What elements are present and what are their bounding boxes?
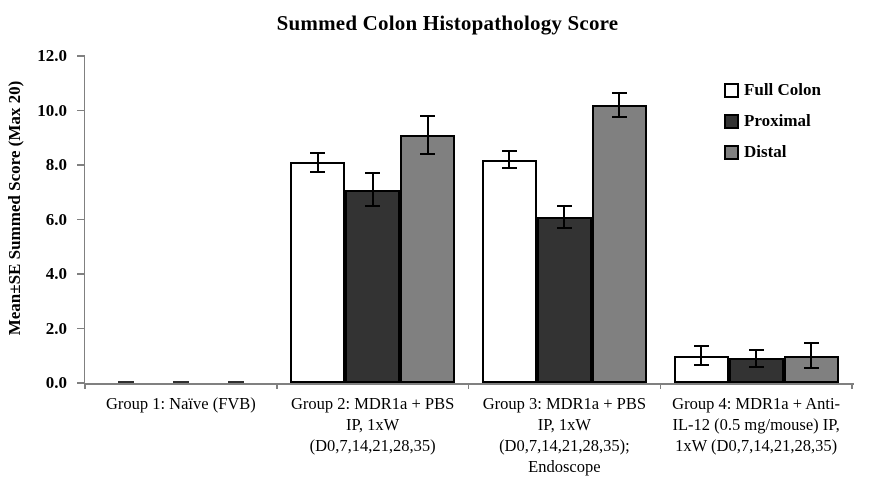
x-category-label: Group 2: MDR1a + PBS IP, 1xW (D0,7,14,21,2… — [271, 393, 475, 456]
x-category-label-line: IP, 1xW — [346, 415, 400, 434]
y-tick-label: 2.0 — [45, 318, 67, 338]
x-category-label-line: IP, 1xW — [537, 415, 591, 434]
x-tick — [84, 383, 86, 389]
error-bar-line — [563, 205, 566, 228]
y-tick-label: 0.0 — [45, 373, 67, 392]
legend-swatch — [724, 113, 739, 129]
error-bar-cap — [420, 153, 436, 156]
bar — [481, 159, 537, 383]
legend-item: Full Colon — [724, 80, 821, 100]
x-tick — [276, 383, 278, 389]
zero-bar-dash — [117, 381, 134, 383]
bar — [591, 105, 647, 383]
y-tick — [77, 382, 85, 384]
x-category-label: Group 3: MDR1a + PBS IP, 1xW (D0,7,14,21,2… — [462, 393, 666, 477]
bar — [400, 135, 456, 383]
error-bar-line — [810, 343, 813, 368]
chart-title: Summed Colon Histopathology Score — [276, 11, 619, 35]
x-category-label-line: Group 2: MDR1a + PBS — [290, 394, 455, 413]
error-bar-cap — [803, 342, 819, 345]
y-tick — [77, 55, 85, 57]
y-tick — [77, 273, 85, 275]
error-bar-cap — [556, 226, 572, 229]
y-tick — [77, 218, 85, 221]
error-bar-cap — [611, 116, 627, 119]
error-bar-line — [508, 151, 511, 168]
legend: Full Colon Proximal Distal — [724, 80, 821, 173]
x-category-label-line: (D0,7,14,21,28,35); — [499, 436, 630, 455]
x-tick — [851, 383, 853, 389]
x-category-label-line: Endoscope — [528, 457, 601, 476]
y-tick-label: 12.0 — [37, 46, 67, 65]
legend-label: Distal — [744, 142, 787, 161]
y-tick-label: 4.0 — [45, 264, 67, 283]
zero-bar-dash — [227, 381, 244, 383]
x-category-label-line: Group 3: MDR1a + PBS — [482, 394, 647, 413]
legend-swatch — [724, 144, 739, 160]
x-category-label-line: Group 4: MDR1a + Anti- — [672, 394, 841, 413]
error-bar-line — [700, 346, 703, 366]
x-category-label: Group 4: MDR1a + Anti- IL-12 (0.5 mg/mous… — [654, 393, 858, 456]
error-bar-cap — [501, 150, 517, 153]
legend-swatch — [724, 82, 739, 98]
legend-item: Proximal — [724, 111, 821, 131]
error-bar-cap — [693, 364, 709, 367]
x-tick — [467, 383, 470, 389]
error-bar-line — [755, 350, 758, 367]
y-tick — [77, 164, 85, 166]
legend-label: Proximal — [744, 111, 811, 130]
error-bar-cap — [748, 349, 764, 352]
bar — [536, 216, 592, 383]
y-tick-label: 8.0 — [45, 155, 67, 174]
error-bar-line — [371, 173, 374, 206]
error-bar-cap — [501, 166, 517, 169]
zero-bar-dash — [172, 381, 189, 383]
error-bar-cap — [365, 204, 381, 207]
error-bar-cap — [748, 365, 764, 368]
error-bar-line — [426, 115, 429, 155]
y-tick-label: 6.0 — [45, 209, 67, 229]
error-bar-cap — [310, 170, 326, 173]
error-bar-line — [618, 92, 621, 118]
legend-label: Full Colon — [744, 80, 821, 99]
x-tick — [659, 383, 661, 389]
y-tick — [77, 327, 85, 330]
x-category-label-line: 1xW (D0,7,14,21,28,35) — [675, 436, 838, 455]
error-bar-cap — [556, 204, 572, 207]
legend-item: Distal — [724, 142, 821, 162]
x-category-label-line: (D0,7,14,21,28,35) — [309, 436, 436, 455]
bar — [345, 189, 401, 383]
error-bar-line — [316, 152, 319, 172]
y-tick-label: 10.0 — [37, 100, 67, 120]
plot-area — [85, 56, 852, 383]
error-bar-cap — [611, 91, 627, 94]
error-bar-cap — [310, 151, 326, 154]
error-bar-cap — [365, 172, 381, 175]
x-category-label-line: IL-12 (0.5 mg/mouse) IP, — [672, 415, 840, 434]
y-tick — [77, 109, 85, 112]
x-category-label: Group 1: Naïve (FVB) — [79, 393, 283, 414]
error-bar-cap — [803, 367, 819, 369]
x-category-label-line: Group 1: Naïve (FVB) — [105, 394, 256, 413]
error-bar-cap — [693, 345, 709, 348]
error-bar-cap — [420, 114, 436, 117]
bar — [290, 162, 346, 383]
